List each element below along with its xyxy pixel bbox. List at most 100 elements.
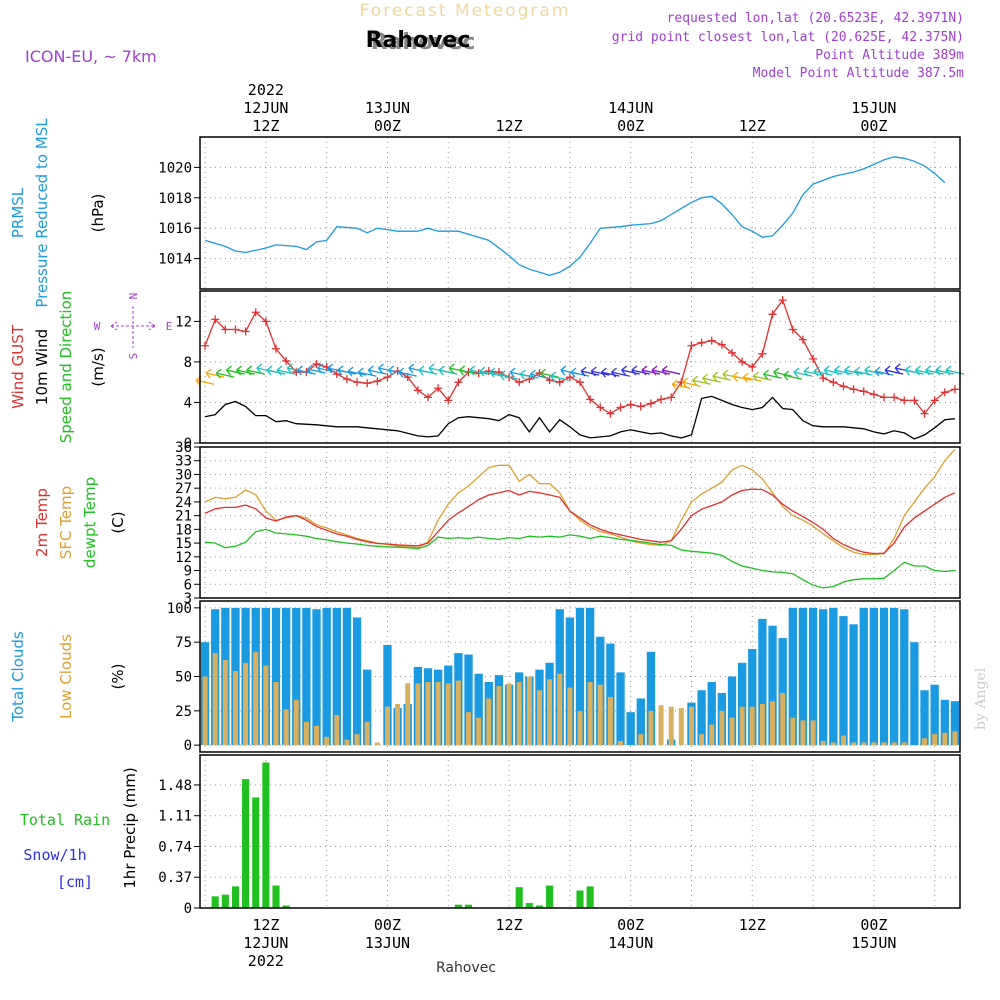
clouds-frame [199, 600, 961, 753]
wind-arrow [935, 365, 954, 376]
pressure-frame [199, 136, 961, 290]
gust-marker [829, 378, 838, 387]
wind-arrow [398, 367, 417, 378]
wind-arrow [266, 365, 286, 376]
total-cloud-bar [271, 607, 281, 746]
precip-rain-label: Total Rain [20, 811, 110, 829]
bottom-time-label: 14JUN [608, 934, 653, 952]
low-cloud-bar [222, 660, 228, 746]
top-time-label: 12Z [252, 117, 279, 135]
subtitle: Forecast Meteogram [360, 1, 571, 21]
top-time-label: 2022 [248, 81, 284, 99]
low-cloud-bar [232, 671, 238, 746]
wind-arrow [864, 365, 884, 376]
top-time-label: 00Z [374, 117, 401, 135]
wind-arrow [874, 366, 894, 377]
gust-marker [211, 315, 220, 324]
wind-arrow [904, 365, 924, 376]
gust-marker [363, 379, 372, 388]
temperature-axis-label: dewpt Temp [81, 477, 99, 568]
wind-axis-label: 10m Wind [33, 329, 51, 405]
wind-arrow [641, 365, 661, 376]
low-cloud-bar [364, 721, 370, 746]
gust-marker [454, 378, 463, 387]
total-cloud-bar [829, 607, 838, 746]
total-cloud-bar [869, 607, 879, 746]
low-cloud-bar [466, 712, 472, 746]
rain-bar [515, 887, 523, 908]
wind-arrow [844, 365, 863, 376]
gust-marker [251, 308, 260, 317]
wind-arrow [813, 366, 833, 377]
pressure-axis-label: PRMSL [9, 187, 27, 238]
low-cloud-bar [597, 684, 603, 746]
total-cloud-bar [474, 673, 483, 746]
total-cloud-bar [930, 684, 939, 746]
wind-arrow [783, 370, 802, 381]
gust-marker [606, 409, 615, 418]
clouds-axis-label: (%) [109, 664, 127, 690]
bottom-time-label: 2022 [248, 952, 284, 970]
rain-bar [242, 779, 250, 908]
gust-marker [778, 296, 787, 305]
total-cloud-bar [383, 644, 392, 746]
gust-marker [657, 395, 666, 404]
bottom-time-label: 00Z [617, 916, 644, 934]
wind-arrow [763, 369, 782, 380]
low-cloud-bar [952, 731, 958, 746]
gridpoint-coords: grid point closest lon,lat (20.625E, 42.… [612, 30, 964, 45]
wind-arrow [418, 365, 438, 376]
low-cloud-bar [536, 690, 542, 746]
wind-arrow [600, 367, 620, 378]
total-cloud-bar [788, 607, 797, 746]
bottom-time-label: 12Z [496, 916, 523, 934]
rain-bar [464, 904, 473, 908]
gust-marker [596, 403, 605, 412]
wind-arrow [702, 373, 721, 384]
low-cloud-bar [212, 653, 218, 746]
y-tick-label: 33 [175, 454, 192, 470]
gust-marker [839, 382, 848, 391]
total-cloud-bar [322, 607, 331, 746]
wind-arrow [580, 366, 600, 377]
low-cloud-bar [688, 706, 694, 746]
low-cloud-bar [729, 717, 735, 746]
low-cloud-bar [516, 681, 522, 746]
rain-bar [546, 885, 554, 908]
y-tick-label: 0.37 [158, 870, 192, 886]
total-cloud-bar [900, 609, 909, 746]
low-cloud-bar [526, 676, 532, 746]
total-cloud-bar [778, 638, 787, 746]
low-cloud-bar [780, 692, 786, 746]
total-cloud-bar [363, 669, 372, 746]
low-cloud-bar [577, 710, 583, 746]
y-tick-label: 9 [184, 564, 192, 580]
gust-marker [383, 373, 392, 382]
wind-axis-label: Wind GUST [9, 324, 27, 409]
gust-marker [717, 340, 726, 349]
gust-marker [687, 341, 696, 350]
temperature-axis-label: (C) [109, 511, 127, 533]
low-cloud-bar [851, 742, 857, 746]
low-cloud-bar [567, 687, 573, 746]
wind-arrow [854, 366, 873, 377]
low-cloud-bar [425, 681, 431, 746]
top-time-label: 00Z [860, 117, 887, 135]
gust-marker [586, 395, 595, 404]
total-cloud-bar [575, 607, 585, 746]
wind-arrow [459, 365, 478, 376]
y-tick-label: 21 [175, 509, 192, 525]
footer-title: Rahovec [436, 960, 496, 976]
total-cloud-bar [889, 607, 899, 746]
low-cloud-bar [790, 717, 796, 746]
precip-unit-label: [cm] [57, 873, 93, 891]
bottom-time-label: 00Z [374, 916, 401, 934]
wind-arrow [489, 367, 509, 378]
sfc-temp-line [204, 448, 956, 556]
gust-marker [646, 399, 655, 408]
total-cloud-bar [565, 617, 575, 746]
low-cloud-bar [648, 710, 654, 746]
low-cloud-bar [547, 679, 553, 746]
gust-marker [555, 378, 564, 387]
precip-axis-label: 1hr Precip (mm) [121, 767, 139, 888]
